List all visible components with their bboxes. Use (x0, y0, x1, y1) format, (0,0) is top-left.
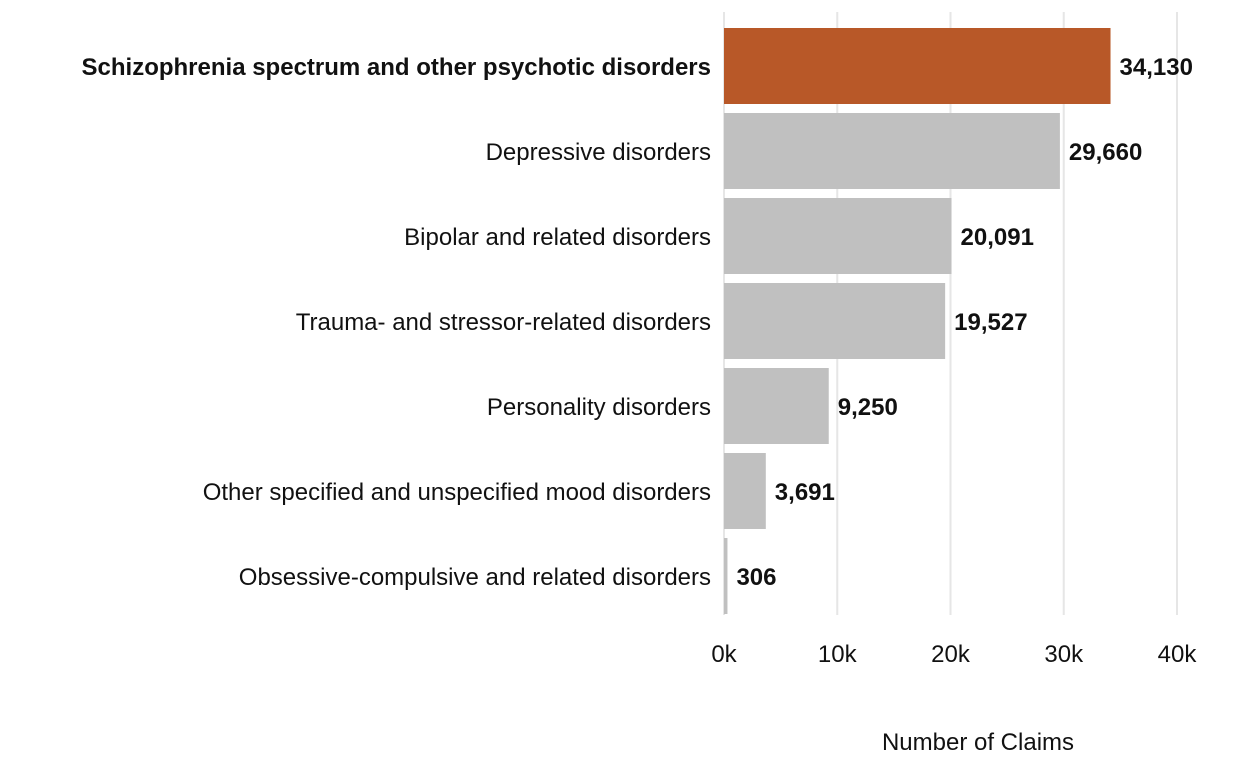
category-label: Personality disorders (487, 394, 711, 421)
x-tick-label: 0k (711, 641, 737, 668)
bar (724, 538, 728, 614)
category-labels: Schizophrenia spectrum and other psychot… (82, 54, 711, 591)
value-label: 34,130 (1120, 54, 1193, 81)
value-label: 29,660 (1069, 139, 1142, 166)
x-tick-label: 10k (818, 641, 858, 668)
bar (724, 368, 829, 444)
value-label: 306 (736, 564, 776, 591)
category-label: Trauma- and stressor-related disorders (296, 309, 711, 336)
bar (724, 198, 952, 274)
x-tick-labels: 0k 10k 20k 30k 40k (711, 641, 1197, 668)
x-tick-label: 20k (931, 641, 971, 668)
x-axis-title: Number of Claims (882, 729, 1074, 756)
bar (724, 453, 766, 529)
value-label: 9,250 (838, 394, 898, 421)
x-tick-label: 30k (1044, 641, 1084, 668)
bar (724, 28, 1111, 104)
x-tick-label: 40k (1158, 641, 1198, 668)
value-label: 3,691 (775, 479, 835, 506)
value-labels: 34,130 29,660 20,091 19,527 9,250 3,691 306 (736, 54, 1192, 591)
bars (724, 28, 1111, 614)
category-label: Schizophrenia spectrum and other psychot… (82, 54, 711, 81)
value-label: 20,091 (961, 224, 1034, 251)
category-label: Bipolar and related disorders (404, 224, 711, 251)
category-label: Obsessive-compulsive and related disorde… (239, 564, 711, 591)
value-label: 19,527 (954, 309, 1027, 336)
category-label: Depressive disorders (486, 139, 711, 166)
bar (724, 113, 1060, 189)
bar (724, 283, 946, 359)
category-label: Other specified and unspecified mood dis… (203, 479, 711, 506)
